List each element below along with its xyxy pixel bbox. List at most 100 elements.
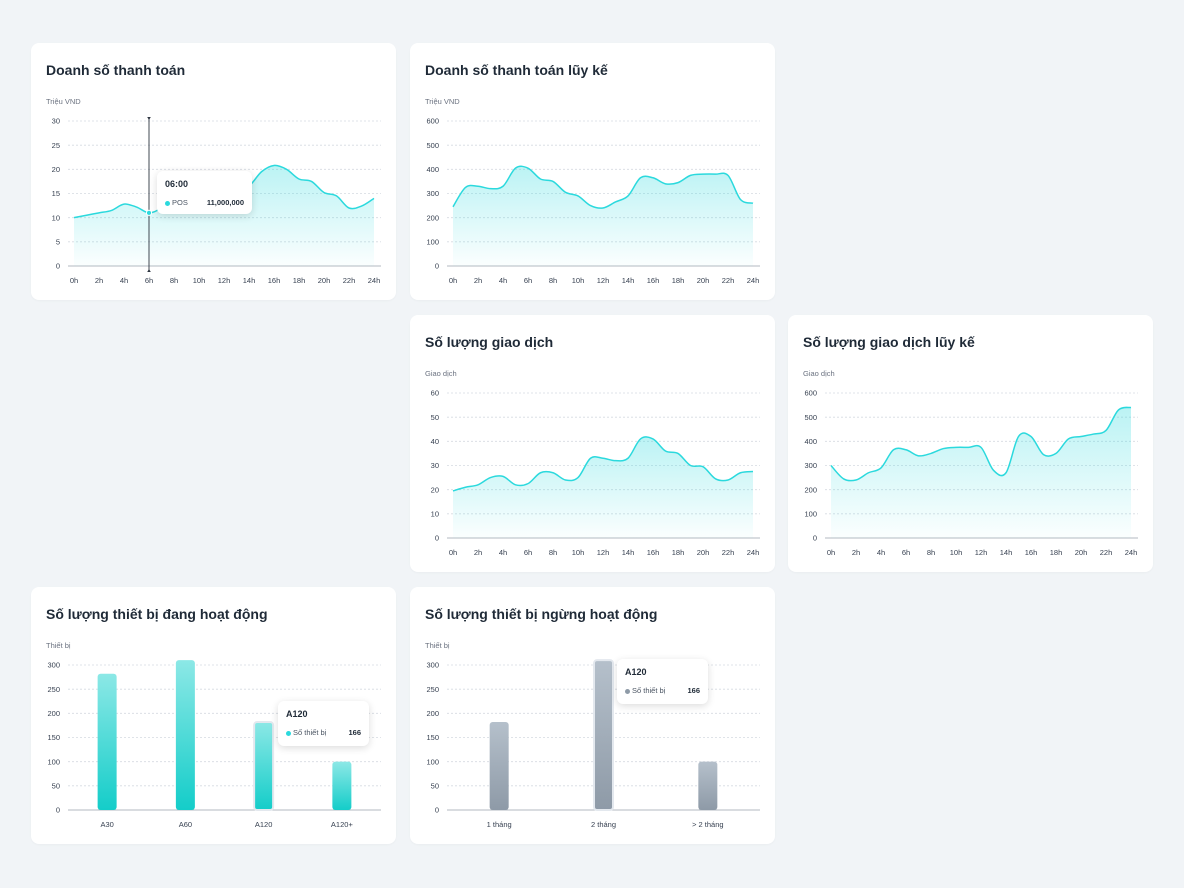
x-tick-label: 22h: [722, 276, 735, 285]
tooltip-title: A120: [286, 709, 308, 719]
x-tick-label: 8h: [549, 276, 557, 285]
bar-chart-inactive-devices[interactable]: Thiết bị 0 50 100 150 200 250 300 1 tháng 2 tháng…: [410, 587, 775, 844]
y-tick-label: 400: [426, 165, 439, 174]
x-tick-label: 8h: [170, 276, 178, 285]
y-tick-label: 5: [56, 237, 60, 246]
y-axis-unit-label: Thiết bị: [46, 641, 71, 650]
x-tick-label: 2h: [852, 548, 860, 557]
x-tick-label: 6h: [145, 276, 153, 285]
y-tick-label: 200: [426, 709, 439, 718]
x-tick-label: 16h: [1025, 548, 1038, 557]
series-line: [830, 406, 1132, 482]
y-tick-label: 60: [431, 389, 439, 398]
bar: [253, 721, 275, 812]
series-line: [452, 165, 754, 209]
area-fill: [831, 407, 1131, 538]
chart-title: Doanh số thanh toán: [46, 62, 186, 78]
y-tick-label: 50: [52, 781, 60, 790]
chart-tooltip: A120 Số thiết bị 166: [278, 701, 369, 746]
y-tick-label: 0: [435, 806, 439, 815]
y-tick-label: 20: [431, 485, 439, 494]
chart-card-inactive-devices: Số lượng thiết bị ngừng hoạt động Thiết …: [410, 587, 775, 844]
tooltip-series-dot: [286, 731, 291, 736]
y-tick-label: 0: [813, 534, 817, 543]
area-chart-cumulative-revenue[interactable]: Triệu VND 0 100 200 300 400 500 600 0h 2h 4h 6h 8h 10…: [410, 43, 775, 300]
tooltip-series-label: Số thiết bị: [632, 686, 666, 695]
tooltip-series-label: POS: [172, 198, 188, 207]
y-tick-label: 200: [804, 485, 817, 494]
area-chart-cumulative-transactions[interactable]: Giao dịch 0 100 200 300 400 500 600 0h 2h 4h 6h 8h 10…: [788, 315, 1153, 572]
y-tick-label: 600: [426, 117, 439, 126]
area-chart-transactions[interactable]: Giao dịch 0 10 20 30 40 50 60 0h 2h 4h 6h 8h 10h 12h 14…: [410, 315, 775, 572]
x-tick-label: 2h: [474, 276, 482, 285]
y-tick-label: 50: [431, 413, 439, 422]
y-tick-label: 0: [56, 262, 60, 271]
y-tick-label: 300: [426, 661, 439, 670]
y-tick-label: 600: [804, 389, 817, 398]
bar: [175, 660, 195, 810]
bar: [489, 722, 509, 810]
area-chart-payment-revenue[interactable]: Triệu VND 0 5 10 15 20 25 30 0h 2h 4h 6h 8h 10h 12h 14h…: [31, 43, 396, 300]
tooltip-value: 166: [687, 686, 700, 695]
chart-tooltip: 06:00 POS 11,000,000: [157, 171, 252, 214]
x-tick-label: 8h: [927, 548, 935, 557]
y-tick-label: 250: [47, 685, 60, 694]
y-tick-label: 10: [431, 509, 439, 518]
x-tick-label: A60: [179, 820, 192, 829]
x-tick-label: > 2 tháng: [692, 820, 724, 829]
y-tick-label: 150: [426, 733, 439, 742]
chart-title: Số lượng giao dịch lũy kế: [803, 334, 975, 350]
y-tick-label: 500: [804, 413, 817, 422]
tooltip-value: 166: [348, 728, 361, 737]
tooltip-title: A120: [625, 667, 647, 677]
x-tick-label: 2 tháng: [591, 820, 616, 829]
chart-title: Doanh số thanh toán lũy kế: [425, 62, 608, 78]
y-tick-label: 200: [426, 213, 439, 222]
tooltip-series-dot: [625, 689, 630, 694]
x-tick-label: 14h: [243, 276, 256, 285]
x-tick-label: 16h: [647, 276, 660, 285]
x-tick-label: 18h: [672, 548, 685, 557]
y-tick-label: 30: [431, 461, 439, 470]
x-tick-label: 2h: [474, 548, 482, 557]
x-tick-label: 8h: [549, 548, 557, 557]
chart-card-payment-revenue: Doanh số thanh toán Triệu VND 0 5 10 15 20 25 3…: [31, 43, 396, 300]
x-tick-label: 18h: [672, 276, 685, 285]
crosshair-top-cap: [147, 117, 151, 120]
y-tick-label: 300: [426, 189, 439, 198]
x-tick-label: 22h: [722, 548, 735, 557]
x-tick-label: 24h: [747, 276, 760, 285]
y-tick-label: 300: [47, 661, 60, 670]
x-tick-label: 6h: [524, 276, 532, 285]
x-tick-label: 10h: [572, 548, 585, 557]
bar: [593, 659, 614, 811]
x-tick-label: 20h: [1075, 548, 1088, 557]
x-tick-label: 20h: [318, 276, 331, 285]
y-axis-unit-label: Thiết bị: [425, 641, 450, 650]
x-tick-label: 4h: [499, 276, 507, 285]
x-tick-label: 6h: [524, 548, 532, 557]
x-tick-label: 14h: [622, 276, 635, 285]
tooltip-series-dot: [165, 201, 170, 206]
y-tick-label: 15: [52, 189, 60, 198]
y-tick-label: 40: [431, 437, 439, 446]
x-tick-label: 10h: [950, 548, 963, 557]
x-tick-label: 1 tháng: [487, 820, 512, 829]
x-tick-label: 12h: [975, 548, 988, 557]
y-axis-unit-label: Triệu VND: [425, 97, 460, 106]
x-tick-label: 20h: [697, 276, 710, 285]
x-tick-label: 24h: [747, 548, 760, 557]
x-tick-label: 24h: [1125, 548, 1138, 557]
y-tick-label: 25: [52, 141, 60, 150]
chart-title: Số lượng thiết bị đang hoạt động: [46, 606, 268, 622]
x-tick-label: 14h: [622, 548, 635, 557]
chart-card-cumulative-transactions: Số lượng giao dịch lũy kế Giao dịch 0 100 2…: [788, 315, 1153, 572]
chart-card-cumulative-revenue: Doanh số thanh toán lũy kế Triệu VND 0 100…: [410, 43, 775, 300]
x-tick-label: 0h: [449, 276, 457, 285]
x-tick-label: 4h: [120, 276, 128, 285]
bar: [698, 761, 718, 810]
x-tick-label: 20h: [697, 548, 710, 557]
x-tick-label: 4h: [877, 548, 885, 557]
y-axis-unit-label: Triệu VND: [46, 97, 81, 106]
y-axis-unit-label: Giao dịch: [425, 369, 457, 378]
